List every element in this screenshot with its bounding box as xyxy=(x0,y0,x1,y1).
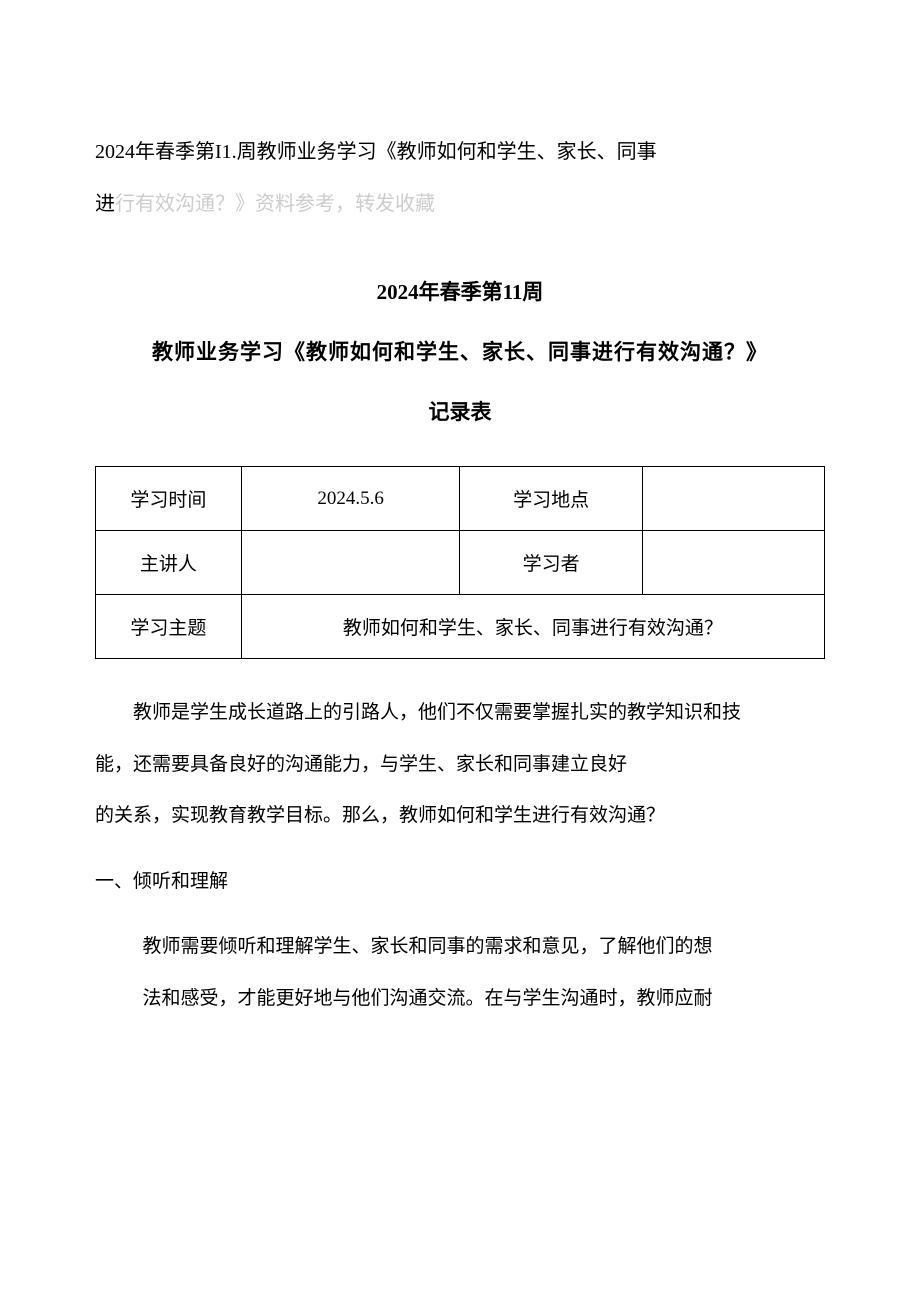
body-paragraph: 的关系，实现教育教学目标。那么，教师如何和学生进行有效沟通？ xyxy=(95,792,825,840)
title-week: 2024年春季第11周 xyxy=(95,276,825,306)
table-row: 学习时间 2024.5.6 学习地点 xyxy=(96,467,825,531)
title-record: 记录表 xyxy=(95,396,825,426)
cell-location-value xyxy=(642,467,824,531)
cell-location-label: 学习地点 xyxy=(460,467,642,531)
table-row: 学习主题 教师如何和学生、家长、同事进行有效沟通？ xyxy=(96,595,825,659)
cell-subject-value: 教师如何和学生、家长、同事进行有效沟通？ xyxy=(241,595,824,659)
record-table: 学习时间 2024.5.6 学习地点 主讲人 学习者 学习主题 教师如何和学生、… xyxy=(95,466,825,659)
section-heading: 一、倾听和理解 xyxy=(95,858,825,906)
cell-speaker-value xyxy=(241,531,460,595)
cell-time-value: 2024.5.6 xyxy=(241,467,460,531)
cell-speaker-label: 主讲人 xyxy=(96,531,242,595)
header-line-1: 2024年春季第I1.周教师业务学习《教师如何和学生、家长、同事 xyxy=(95,130,825,174)
body-paragraph: 教师需要倾听和理解学生、家长和同事的需求和意见，了解他们的想 xyxy=(95,923,825,971)
table-row: 主讲人 学习者 xyxy=(96,531,825,595)
body-paragraph: 能，还需要具备良好的沟通能力，与学生、家长和同事建立良好 xyxy=(95,741,825,789)
header-line-2-gray: 行有效沟通？》资料参考，转发收藏 xyxy=(115,193,435,215)
cell-subject-label: 学习主题 xyxy=(96,595,242,659)
body-paragraph: 法和感受，才能更好地与他们沟通交流。在与学生沟通时，教师应耐 xyxy=(95,975,825,1023)
cell-learner-label: 学习者 xyxy=(460,531,642,595)
header-line-2: 进行有效沟通？》资料参考，转发收藏 xyxy=(95,182,825,226)
body-paragraph: 教师是学生成长道路上的引路人，他们不仅需要掌握扎实的教学知识和技 xyxy=(95,689,825,737)
cell-learner-value xyxy=(642,531,824,595)
cell-time-label: 学习时间 xyxy=(96,467,242,531)
title-topic: 教师业务学习《教师如何和学生、家长、同事进行有效沟通？》 xyxy=(95,336,825,366)
header-line-2-prefix: 进 xyxy=(95,193,115,215)
